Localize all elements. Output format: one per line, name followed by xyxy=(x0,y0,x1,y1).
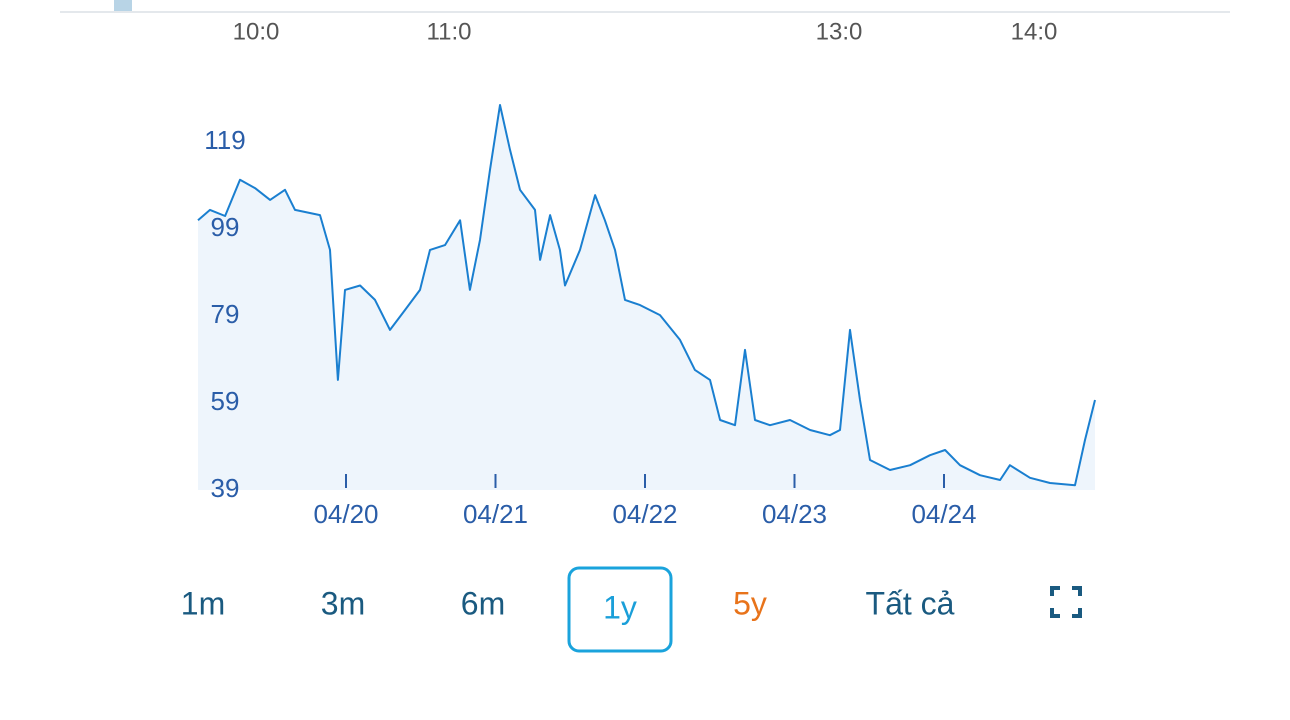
x-tick-label: 04/22 xyxy=(612,499,677,529)
y-tick-label: 79 xyxy=(211,299,240,329)
top-axis-label: 14:0 xyxy=(1011,18,1058,45)
range-button[interactable]: 3m xyxy=(321,585,365,621)
y-tick-label: 59 xyxy=(211,386,240,416)
selected-button-frame[interactable] xyxy=(567,566,673,653)
range-button[interactable]: 6m xyxy=(461,585,505,621)
range-button[interactable]: 1y xyxy=(603,589,637,625)
top-axis-label: 10:0 xyxy=(233,18,280,45)
top-axis-label: 11:0 xyxy=(427,18,472,45)
chart: 39 59 79 99 119 04/20 04/21 04/22 04/23 04/24 xyxy=(197,104,1096,529)
y-tick-label: 99 xyxy=(211,212,240,242)
y-tick-label: 119 xyxy=(204,125,245,155)
top-axis-label: 13:0 xyxy=(816,18,863,45)
scroll-handle xyxy=(114,0,132,12)
x-tick-label: 04/21 xyxy=(463,499,528,529)
x-tick-label: 04/23 xyxy=(762,499,827,529)
fullscreen-button[interactable] xyxy=(1050,586,1082,618)
x-tick-label: 04/20 xyxy=(313,499,378,529)
range-button[interactable]: 5y xyxy=(733,585,767,621)
range-button[interactable]: Tất cả xyxy=(866,585,955,621)
x-tick-label: 04/24 xyxy=(911,499,976,529)
price-line xyxy=(197,104,1096,487)
range-button[interactable]: 1m xyxy=(181,585,225,621)
area xyxy=(198,105,1095,490)
y-tick-label: 39 xyxy=(211,473,240,503)
